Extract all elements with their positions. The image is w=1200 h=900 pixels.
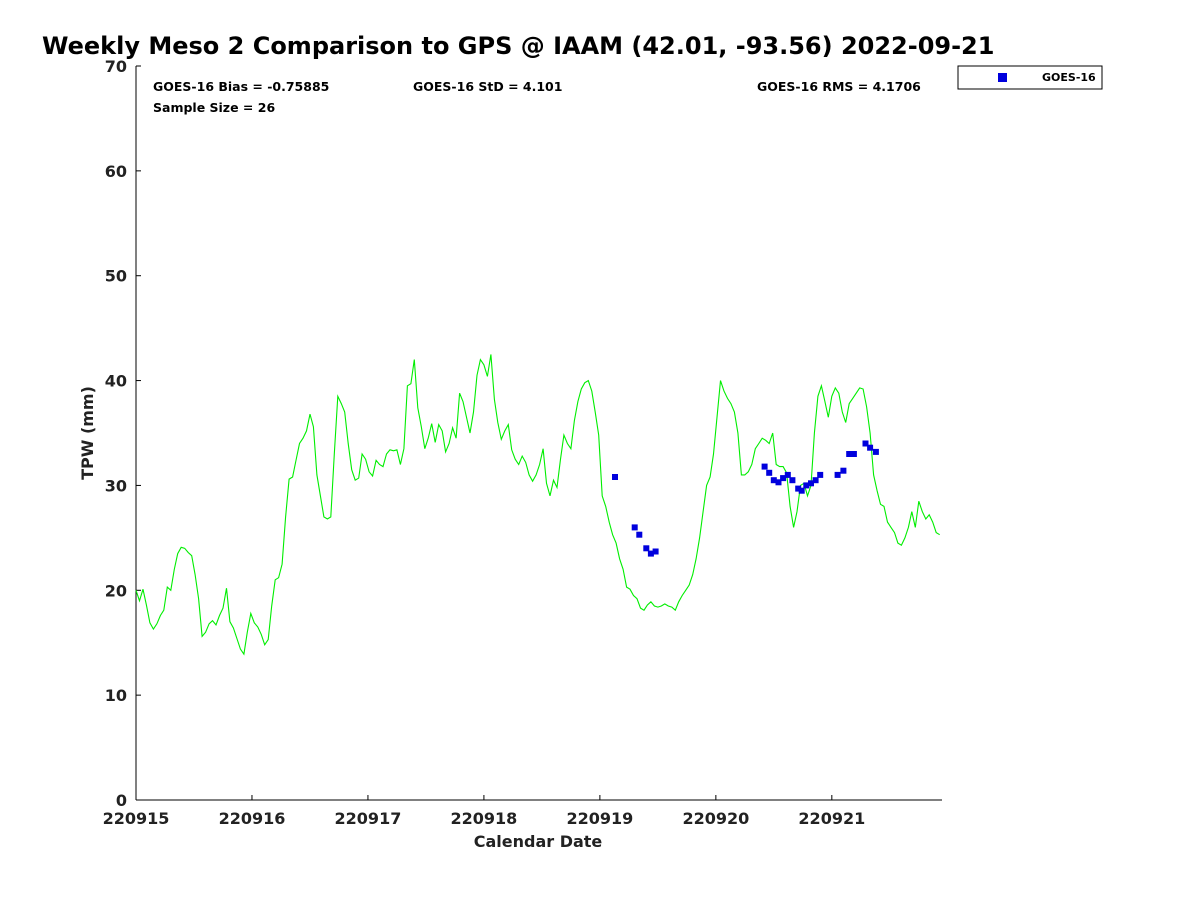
goes16-point bbox=[812, 477, 819, 484]
goes16-point bbox=[789, 477, 796, 484]
y-tick-label: 10 bbox=[105, 686, 127, 705]
y-tick-label: 0 bbox=[116, 791, 127, 810]
stat-bias: GOES-16 Bias = -0.75885 bbox=[153, 79, 329, 94]
goes16-point bbox=[850, 451, 857, 457]
goes16-point bbox=[766, 469, 773, 476]
goes16-point bbox=[872, 448, 879, 455]
goes16-point bbox=[784, 471, 791, 478]
x-ticks: 220915 220916 220917 220918 220919 220920 2209… bbox=[103, 795, 865, 828]
goes16-point bbox=[840, 467, 847, 474]
stat-rms: GOES-16 RMS = 4.1706 bbox=[757, 79, 921, 94]
x-tick-label: 220920 bbox=[682, 809, 749, 828]
goes16-point bbox=[795, 485, 802, 492]
y-tick-label: 30 bbox=[105, 476, 127, 495]
goes16-point bbox=[775, 479, 782, 486]
stat-sample-size: Sample Size = 26 bbox=[153, 100, 275, 115]
goes16-point bbox=[817, 471, 824, 478]
goes16-point bbox=[867, 444, 874, 451]
goes16-point bbox=[834, 471, 841, 478]
x-tick-label: 220915 bbox=[103, 809, 170, 828]
goes16-point bbox=[636, 531, 643, 538]
goes16-point bbox=[612, 474, 618, 480]
goes16-point bbox=[798, 487, 805, 494]
y-tick-label: 60 bbox=[105, 162, 127, 181]
y-tick-label: 50 bbox=[105, 267, 127, 286]
goes16-point bbox=[803, 482, 810, 489]
goes16-point bbox=[862, 440, 869, 447]
series-markers-goes16 bbox=[612, 440, 879, 557]
goes16-point bbox=[652, 548, 659, 555]
goes16-point bbox=[808, 480, 814, 487]
goes16-point bbox=[846, 451, 853, 457]
goes16-point bbox=[770, 477, 777, 484]
y-axis-label: TPW (mm) bbox=[78, 386, 97, 480]
y-tick-label: 70 bbox=[105, 57, 127, 76]
y-tick-label: 40 bbox=[105, 372, 127, 391]
goes16-point bbox=[643, 545, 650, 552]
series-line-gps bbox=[135, 354, 940, 656]
x-tick-label: 220916 bbox=[219, 809, 286, 828]
y-tick-label: 20 bbox=[105, 581, 127, 600]
x-tick-label: 220921 bbox=[798, 809, 865, 828]
legend-box bbox=[957, 65, 1103, 90]
legend-marker-goes16 bbox=[998, 73, 1007, 82]
x-axis-label: Calendar Date bbox=[474, 832, 603, 851]
x-tick-label: 220917 bbox=[335, 809, 402, 828]
goes16-point bbox=[761, 463, 768, 470]
x-tick-label: 220919 bbox=[566, 809, 633, 828]
legend-label-goes16: GOES-16 bbox=[1042, 71, 1096, 84]
legend: GOES-16 bbox=[957, 65, 1103, 90]
plot-area: 0 10 20 30 40 50 60 70 220915 220916 220917 220918… bbox=[103, 57, 942, 828]
x-tick-label: 220918 bbox=[451, 809, 518, 828]
y-ticks: 0 10 20 30 40 50 60 70 bbox=[105, 57, 141, 810]
stat-std: GOES-16 StD = 4.101 bbox=[413, 79, 562, 94]
chart-title: Weekly Meso 2 Comparison to GPS @ IAAM (… bbox=[42, 32, 994, 60]
goes16-point bbox=[780, 475, 787, 482]
goes16-point bbox=[631, 524, 638, 531]
goes16-point bbox=[647, 550, 654, 557]
